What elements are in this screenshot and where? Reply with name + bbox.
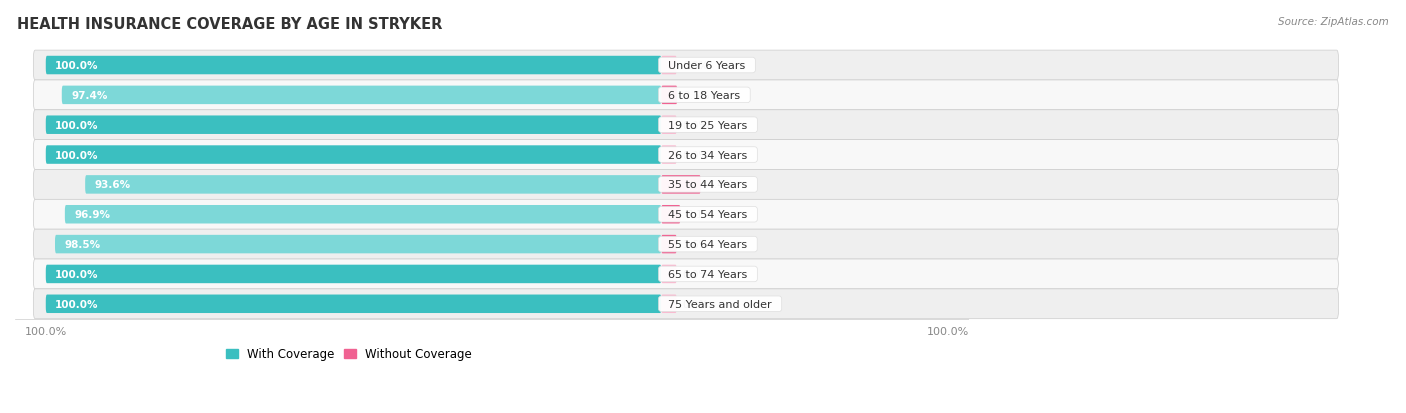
Text: 98.5%: 98.5%: [65, 240, 100, 249]
FancyBboxPatch shape: [661, 235, 676, 254]
Text: 1.6%: 1.6%: [683, 240, 710, 249]
Text: 100.0%: 100.0%: [927, 326, 969, 336]
Text: 0.0%: 0.0%: [683, 299, 709, 309]
Text: 96.9%: 96.9%: [75, 210, 110, 220]
Text: HEALTH INSURANCE COVERAGE BY AGE IN STRYKER: HEALTH INSURANCE COVERAGE BY AGE IN STRY…: [17, 17, 443, 31]
FancyBboxPatch shape: [661, 86, 678, 105]
Text: 100.0%: 100.0%: [55, 150, 98, 160]
FancyBboxPatch shape: [46, 116, 661, 135]
FancyBboxPatch shape: [34, 81, 1339, 111]
FancyBboxPatch shape: [661, 146, 676, 164]
FancyBboxPatch shape: [86, 176, 661, 194]
Text: 0.0%: 0.0%: [683, 150, 709, 160]
Text: 26 to 34 Years: 26 to 34 Years: [661, 150, 755, 160]
FancyBboxPatch shape: [34, 111, 1339, 140]
Text: 6.4%: 6.4%: [707, 180, 734, 190]
Text: 93.6%: 93.6%: [94, 180, 131, 190]
Legend: With Coverage, Without Coverage: With Coverage, Without Coverage: [221, 343, 477, 366]
Text: 35 to 44 Years: 35 to 44 Years: [661, 180, 755, 190]
Text: 0.0%: 0.0%: [683, 269, 709, 279]
Text: 100.0%: 100.0%: [55, 61, 98, 71]
FancyBboxPatch shape: [661, 176, 700, 194]
FancyBboxPatch shape: [661, 206, 681, 224]
FancyBboxPatch shape: [34, 230, 1339, 259]
Text: Source: ZipAtlas.com: Source: ZipAtlas.com: [1278, 17, 1389, 26]
Text: 55 to 64 Years: 55 to 64 Years: [661, 240, 755, 249]
Text: 6 to 18 Years: 6 to 18 Years: [661, 90, 748, 101]
FancyBboxPatch shape: [62, 86, 661, 105]
Text: Under 6 Years: Under 6 Years: [661, 61, 752, 71]
FancyBboxPatch shape: [46, 265, 661, 283]
Text: 2.6%: 2.6%: [683, 90, 710, 101]
Text: 0.0%: 0.0%: [683, 121, 709, 131]
FancyBboxPatch shape: [46, 295, 661, 313]
Text: 75 Years and older: 75 Years and older: [661, 299, 779, 309]
FancyBboxPatch shape: [661, 265, 676, 283]
FancyBboxPatch shape: [34, 259, 1339, 289]
FancyBboxPatch shape: [661, 295, 676, 313]
Text: 100.0%: 100.0%: [55, 299, 98, 309]
FancyBboxPatch shape: [661, 116, 676, 135]
FancyBboxPatch shape: [46, 57, 661, 75]
Text: 97.4%: 97.4%: [72, 90, 107, 101]
FancyBboxPatch shape: [46, 146, 661, 164]
FancyBboxPatch shape: [34, 140, 1339, 170]
Text: 0.0%: 0.0%: [683, 61, 709, 71]
Text: 65 to 74 Years: 65 to 74 Years: [661, 269, 755, 279]
Text: 45 to 54 Years: 45 to 54 Years: [661, 210, 755, 220]
FancyBboxPatch shape: [661, 57, 676, 75]
Text: 100.0%: 100.0%: [55, 269, 98, 279]
FancyBboxPatch shape: [34, 170, 1339, 200]
FancyBboxPatch shape: [34, 51, 1339, 81]
FancyBboxPatch shape: [34, 289, 1339, 319]
Text: 100.0%: 100.0%: [55, 121, 98, 131]
FancyBboxPatch shape: [34, 200, 1339, 230]
FancyBboxPatch shape: [55, 235, 661, 254]
FancyBboxPatch shape: [65, 206, 661, 224]
Text: 3.1%: 3.1%: [686, 210, 713, 220]
Text: 19 to 25 Years: 19 to 25 Years: [661, 121, 755, 131]
